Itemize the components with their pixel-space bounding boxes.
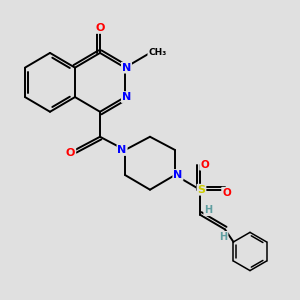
Text: S: S bbox=[197, 185, 206, 195]
Text: H: H bbox=[204, 205, 212, 215]
Text: O: O bbox=[200, 160, 209, 170]
Text: N: N bbox=[173, 170, 183, 180]
Text: O: O bbox=[66, 148, 75, 158]
Text: O: O bbox=[95, 23, 105, 33]
Text: N: N bbox=[117, 145, 127, 155]
Text: N: N bbox=[122, 63, 131, 73]
Text: CH₃: CH₃ bbox=[148, 48, 166, 57]
Text: N: N bbox=[122, 92, 131, 102]
Text: O: O bbox=[222, 188, 231, 198]
Text: H: H bbox=[220, 232, 228, 242]
